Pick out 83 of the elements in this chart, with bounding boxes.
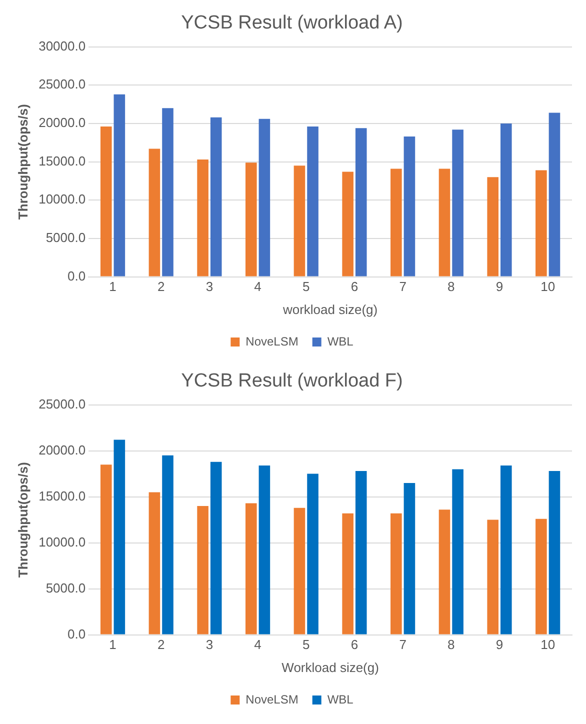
bar [390, 513, 402, 634]
x-tick-label: 4 [254, 279, 262, 294]
bar [148, 492, 160, 634]
bar [548, 471, 560, 634]
bar [245, 503, 257, 634]
legend-label: NoveLSM [246, 334, 298, 348]
x-tick-label: 2 [157, 279, 165, 294]
bar [452, 130, 464, 276]
bar [294, 508, 306, 634]
y-tick-label: 20000.0 [38, 115, 86, 130]
y-tick-label: 10000.0 [38, 534, 86, 550]
bar [438, 510, 450, 634]
legend-label: WBL [327, 692, 354, 706]
y-tick-label: 20000.0 [38, 442, 86, 458]
bar [307, 474, 318, 634]
y-tick-label: 5000.0 [46, 580, 86, 596]
x-tick-label: 6 [350, 279, 358, 294]
y-tick-label: 15000.0 [38, 488, 86, 504]
bar [197, 160, 208, 276]
x-tick-label: 8 [448, 637, 455, 652]
bar [307, 126, 318, 276]
bar [500, 123, 512, 276]
bar [100, 126, 112, 276]
x-tick-label: 6 [350, 637, 358, 652]
y-tick-label: 15000.0 [38, 153, 86, 168]
bar [258, 118, 270, 276]
legend-label: WBL [327, 334, 354, 348]
y-tick-label: 0.0 [68, 268, 86, 284]
bar [355, 128, 367, 276]
y-axis-title: Throughput(ops/s) [15, 104, 30, 220]
x-tick-label: 3 [206, 637, 214, 652]
x-tick-label: 8 [448, 279, 455, 294]
chart-title: YCSB Result (workload A) [181, 12, 403, 34]
bar [438, 168, 450, 276]
bar [114, 440, 126, 634]
bar [500, 466, 512, 634]
bar [487, 177, 498, 276]
x-tick-label: 1 [109, 279, 116, 294]
x-tick-label: 10 [540, 637, 556, 652]
x-tick-label: 1 [109, 637, 116, 652]
bar [294, 166, 306, 276]
bar [536, 518, 547, 634]
bar [404, 136, 416, 276]
bar [404, 483, 416, 634]
x-axis-title: Workload size(g) [282, 660, 379, 675]
bar [258, 466, 270, 634]
bar [162, 455, 174, 634]
bar [197, 506, 208, 634]
x-tick-label: 5 [302, 279, 310, 294]
legend-label: NoveLSM [246, 692, 298, 706]
x-tick-label: 4 [254, 637, 262, 652]
x-tick-label: 7 [399, 279, 406, 294]
bar [452, 469, 464, 634]
bar [548, 112, 560, 276]
bar [355, 471, 367, 634]
y-axis-title: Throughput(ops/s) [15, 462, 30, 578]
y-tick-label: 10000.0 [38, 192, 86, 207]
bar [390, 168, 402, 276]
x-tick-label: 9 [496, 637, 504, 652]
bar [100, 464, 112, 634]
x-tick-label: 10 [540, 279, 556, 294]
x-tick-label: 3 [206, 279, 214, 294]
bar [342, 513, 354, 634]
bar [342, 172, 354, 276]
x-tick-label: 9 [496, 279, 504, 294]
bar [536, 170, 547, 276]
bar [162, 108, 174, 276]
y-tick-label: 30000.0 [38, 38, 86, 54]
y-tick-label: 25000.0 [38, 76, 86, 92]
y-tick-label: 0.0 [68, 626, 86, 642]
bar [210, 462, 222, 634]
bar [210, 117, 222, 276]
x-tick-label: 7 [399, 637, 406, 652]
bar [487, 520, 498, 634]
bar [148, 148, 160, 276]
bar [245, 162, 257, 276]
bar [114, 94, 126, 276]
chart-title: YCSB Result (workload F) [181, 370, 403, 392]
x-axis-title: workload size(g) [282, 302, 378, 317]
x-tick-label: 2 [157, 637, 165, 652]
y-tick-label: 5000.0 [46, 230, 86, 246]
x-tick-label: 5 [302, 637, 310, 652]
y-tick-label: 25000.0 [38, 396, 86, 412]
